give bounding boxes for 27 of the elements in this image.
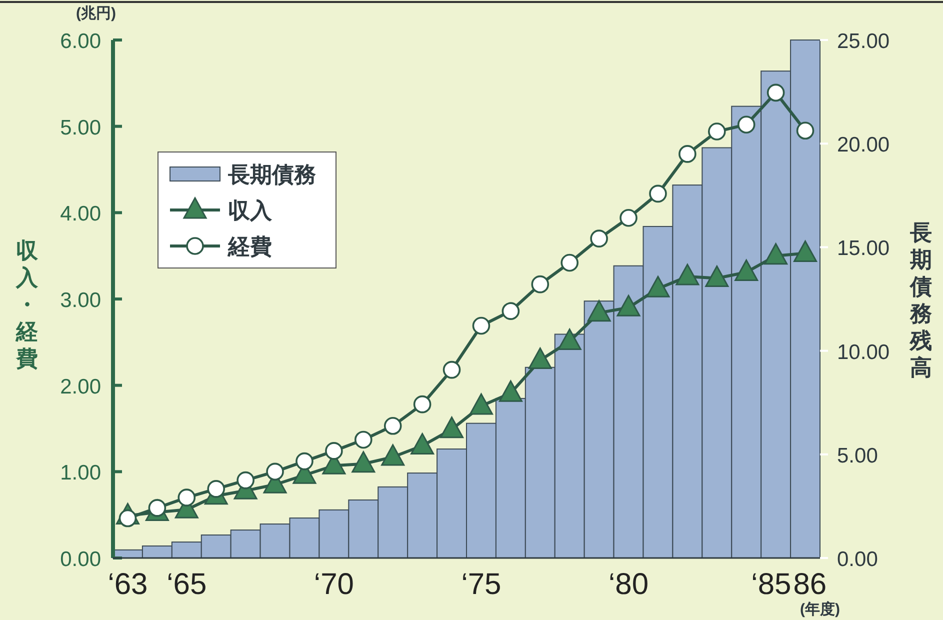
text: (年度) (800, 600, 840, 618)
y2-tick-label: 10.00 (837, 340, 890, 364)
y2-tick-label: 25.00 (837, 30, 890, 53)
y-tick-label: 6.00 (60, 30, 101, 53)
y2-axis-title: 長期債務残高 (909, 220, 932, 380)
y-tick-label: 4.00 (60, 202, 101, 226)
legend-label: 経費 (227, 234, 272, 259)
x-tick-label: ‘75 (461, 568, 502, 601)
x-tick-label: ‘85 (751, 568, 792, 601)
y2-tick-label: 0.00 (837, 548, 878, 571)
y-tick-label: 2.00 (60, 375, 101, 398)
y-tick-label: 3.00 (60, 289, 101, 312)
y-axis-title: 収入・経費 (15, 238, 39, 371)
y-tick-label: 0.00 (60, 548, 101, 571)
x-tick-label: ‘65 (166, 568, 207, 601)
legend-label: 収入 (228, 198, 273, 223)
y2-tick-label: 20.00 (837, 134, 890, 157)
x-tick-label: ‘80 (608, 568, 649, 601)
y-tick-label: 1.00 (60, 462, 101, 485)
text: (兆円) (76, 5, 116, 22)
x-tick-label: 86 (793, 568, 827, 601)
legend-label: 長期債務 (227, 162, 316, 187)
y-tick-label: 5.00 (60, 116, 101, 140)
x-tick-label: ‘70 (314, 568, 354, 601)
y2-tick-label: 5.00 (837, 444, 878, 468)
y2-tick-label: 15.00 (837, 237, 890, 260)
x-tick-label: ‘63 (108, 568, 148, 601)
